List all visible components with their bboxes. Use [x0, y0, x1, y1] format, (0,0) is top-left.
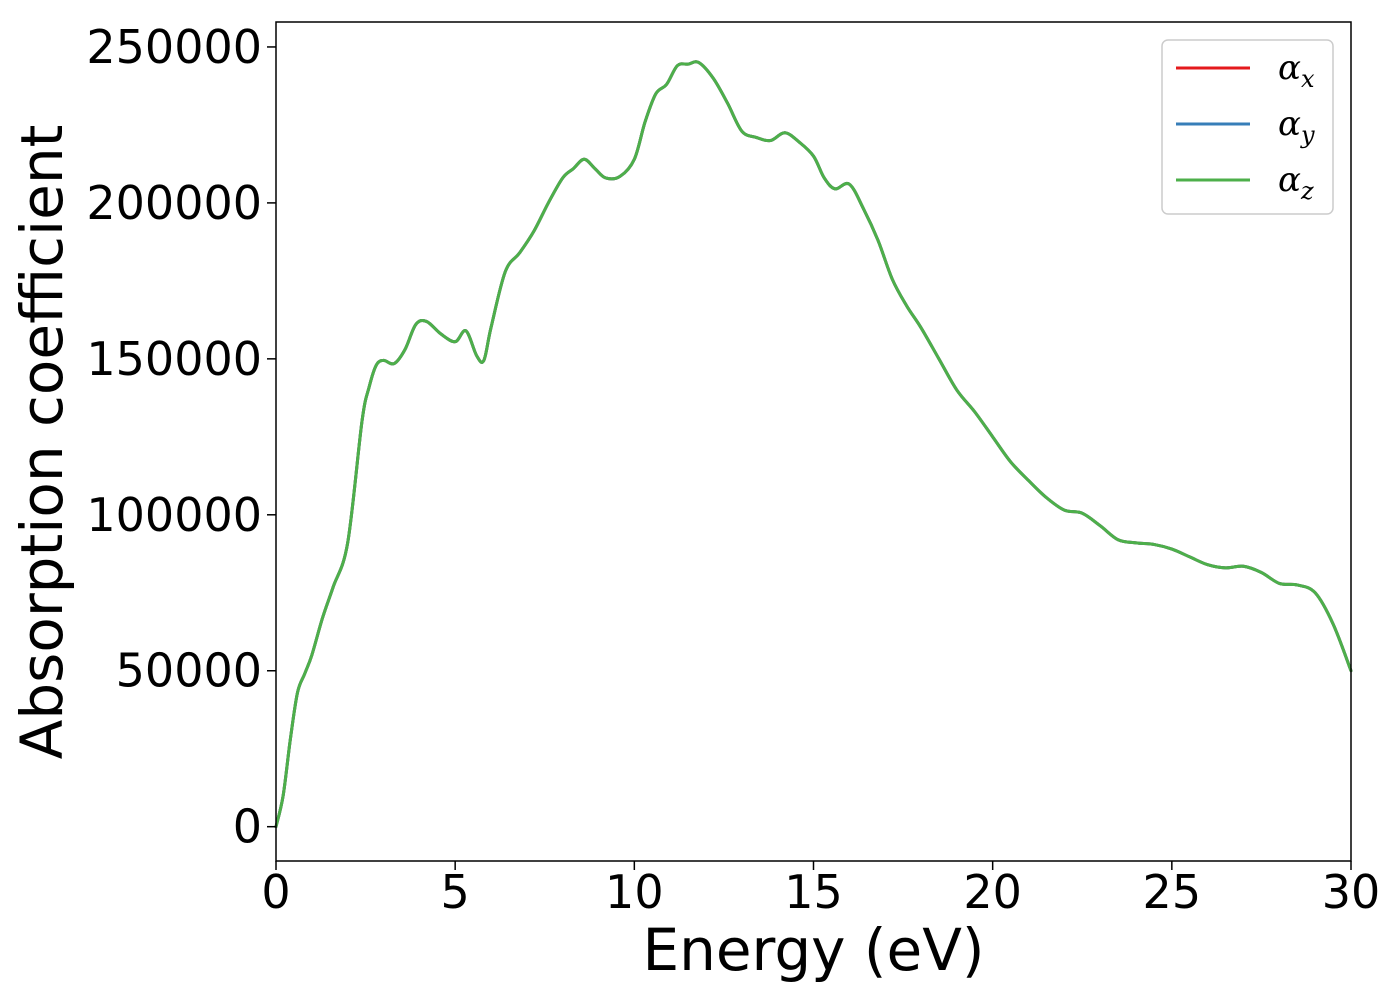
legend-label-subscript: y — [1300, 121, 1315, 149]
x-tick-label: 10 — [605, 865, 664, 919]
x-tick-label: 25 — [1143, 865, 1202, 919]
legend-label-subscript: z — [1300, 177, 1314, 205]
x-tick-label: 5 — [441, 865, 470, 919]
y-tick-label: 150000 — [86, 332, 262, 386]
x-axis-label: Energy (eV) — [642, 916, 984, 984]
y-tick-label: 200000 — [86, 176, 262, 230]
series-layer — [274, 60, 1353, 829]
x-tick-label: 15 — [784, 865, 843, 919]
x-tick-label: 20 — [963, 865, 1022, 919]
y-tick-label: 100000 — [86, 488, 262, 542]
legend-label-subscript: x — [1301, 65, 1315, 93]
x-tick-label: 0 — [261, 865, 290, 919]
legend-box — [1161, 39, 1334, 215]
x-tick-label: 30 — [1322, 865, 1381, 919]
y-tick-label: 250000 — [86, 20, 262, 74]
series-line-z — [274, 60, 1353, 829]
y-axis-ticks: 0 50000 100000 150000 200000 250000 — [86, 20, 276, 854]
x-axis-ticks: 0 5 10 15 20 25 30 — [261, 861, 1380, 919]
y-axis-label: Absorption coefficient — [8, 125, 76, 760]
y-tick-label: 50000 — [116, 644, 262, 698]
y-tick-label: 0 — [233, 800, 262, 854]
